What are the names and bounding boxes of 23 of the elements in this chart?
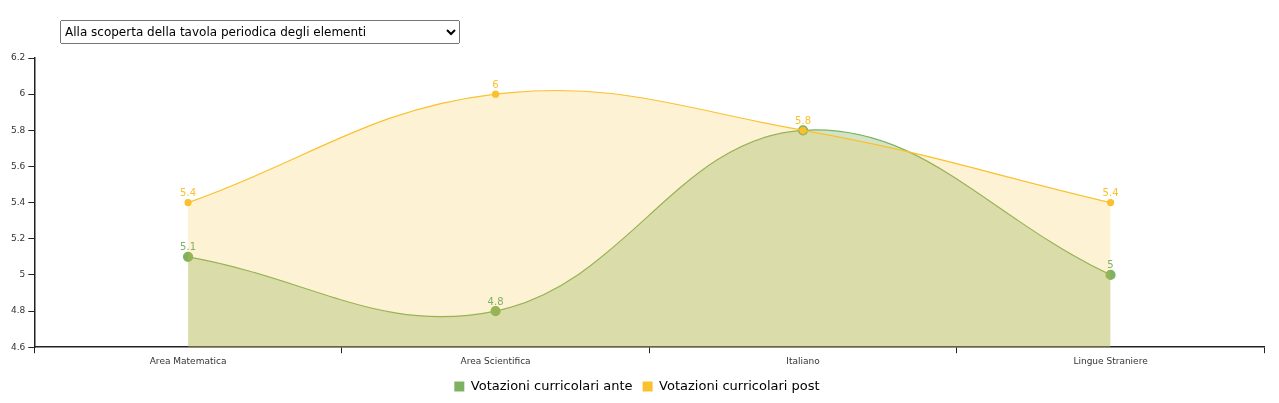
- x-tick-label: Area Scientifica: [460, 355, 531, 366]
- data-label: 4.8: [487, 295, 504, 307]
- y-tick-label: 6: [19, 88, 26, 99]
- data-label: 5: [1107, 259, 1114, 271]
- chart-title: Alla scoperta della tavola periodica degli elementi: [60, 20, 460, 44]
- y-tick-label: 5.4: [10, 196, 26, 207]
- legend-label: Votazioni curricolari ante: [470, 377, 633, 393]
- y-tick-label: 6.2: [10, 52, 26, 63]
- data-label: 6: [492, 78, 499, 90]
- y-tick-label: 5.8: [10, 124, 26, 135]
- y-tick-label: 5.6: [10, 160, 26, 171]
- x-tick-label: Lingue Straniere: [1073, 355, 1149, 366]
- data-label: 5.8: [795, 114, 812, 126]
- y-tick-label: 4.6: [10, 341, 26, 352]
- data-label: 5.1: [180, 241, 197, 253]
- y-tick-label: 4.8: [10, 305, 26, 316]
- y-tick-label: 5: [19, 269, 26, 280]
- y-tick-label: 5.2: [10, 233, 26, 244]
- legend-label: Votazioni curricolari post: [659, 377, 820, 393]
- data-label: 5.4: [1102, 187, 1119, 199]
- x-tick-label: Area Matematica: [149, 355, 227, 366]
- data-label: 5.4: [180, 187, 197, 199]
- x-tick-label: Italiano: [786, 355, 821, 366]
